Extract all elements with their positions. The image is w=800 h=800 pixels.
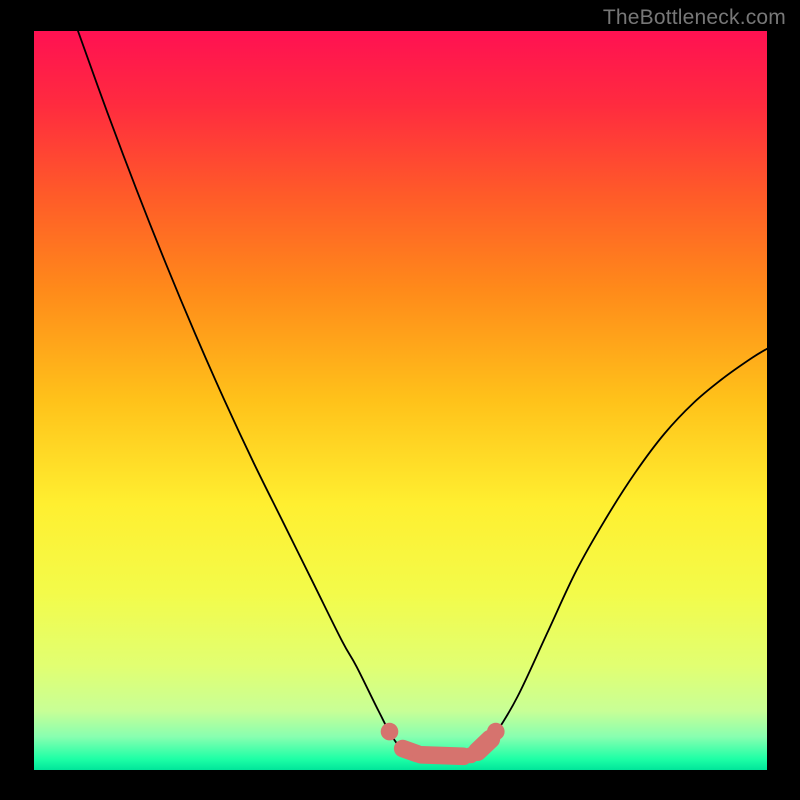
accent-capsule: [477, 739, 490, 752]
accent-dot: [381, 723, 399, 741]
watermark-label: TheBottleneck.com: [603, 6, 786, 30]
chart-background: [34, 31, 767, 770]
accent-dot: [487, 723, 505, 741]
chart-container: TheBottleneck.com: [0, 0, 800, 800]
accent-capsule: [421, 755, 464, 756]
bottleneck-curve-chart: [34, 31, 767, 770]
